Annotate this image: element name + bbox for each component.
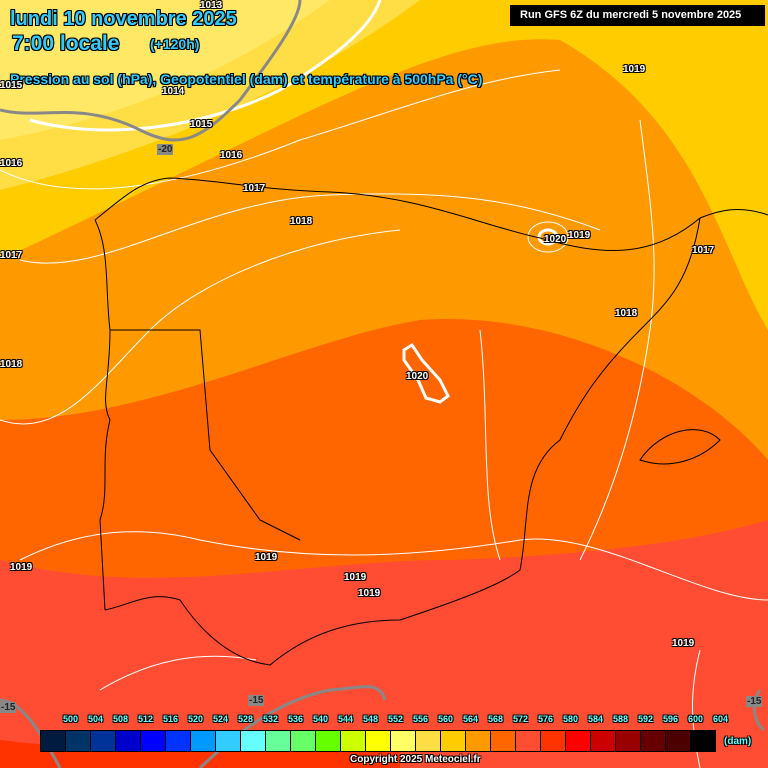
colorbar-tick-label: 504	[87, 714, 104, 724]
colorbar-unit: (dam)	[724, 736, 752, 747]
colorbar-tick-label: 500	[62, 714, 79, 724]
isobar-label: 1019	[358, 588, 381, 599]
colorbar-tick-label: 592	[637, 714, 654, 724]
isobar-label: 1020	[406, 371, 429, 382]
colorbar-tick-label: 540	[312, 714, 329, 724]
colorbar-swatch	[291, 731, 316, 751]
isobar-label: 1019	[344, 572, 367, 583]
forecast-date: lundi 10 novembre 2025	[10, 8, 237, 30]
colorbar-swatch	[391, 731, 416, 751]
isobar-label: 1014	[162, 86, 185, 97]
isobar-label: 1013	[200, 0, 223, 11]
colorbar-swatch	[616, 731, 641, 751]
colorbar-tick-label: 604	[712, 714, 729, 724]
colorbar-swatch	[66, 731, 91, 751]
colorbar-swatch	[666, 731, 691, 751]
colorbar-swatch	[241, 731, 266, 751]
colorbar-tick-label: 536	[287, 714, 304, 724]
colorbar-swatch	[316, 731, 341, 751]
colorbar-swatch	[491, 731, 516, 751]
colorbar-swatch	[366, 731, 391, 751]
colorbar-tick-label: 556	[412, 714, 429, 724]
isobar-label: 1019	[568, 230, 591, 241]
colorbar-swatch	[141, 731, 166, 751]
isobar-label: 1015	[0, 80, 23, 91]
isotherm-label: -15	[0, 702, 17, 713]
colorbar-swatch	[441, 731, 466, 751]
isobar-label: 1017	[692, 245, 715, 256]
colorbar-tick-label: 548	[362, 714, 379, 724]
isobar-label: 1020	[544, 234, 567, 245]
isobar-label: 1019	[623, 64, 646, 75]
forecast-time: 7:00 locale	[12, 32, 120, 55]
colorbar-tick-label: 564	[462, 714, 479, 724]
isobar-label: 1018	[0, 359, 23, 370]
colorbar-tick-label: 528	[237, 714, 254, 724]
colorbar-tick-label: 600	[687, 714, 704, 724]
colorbar-tick-label: 572	[512, 714, 529, 724]
colorbar-tick-label: 532	[262, 714, 279, 724]
colorbar	[40, 730, 716, 752]
colorbar-swatch	[41, 731, 66, 751]
isotherm-label: -15	[248, 695, 265, 706]
isobar-label: 1019	[10, 562, 33, 573]
isobar-label: 1018	[615, 308, 638, 319]
colorbar-tick-label: 524	[212, 714, 229, 724]
isobar-label: 1015	[190, 119, 213, 130]
colorbar-swatch	[91, 731, 116, 751]
isobar-label: 1016	[0, 158, 23, 169]
colorbar-tick-label: 516	[162, 714, 179, 724]
colorbar-tick-label: 552	[387, 714, 404, 724]
colorbar-swatch	[641, 731, 666, 751]
colorbar-swatch	[116, 731, 141, 751]
forecast-lead: (+120h)	[150, 36, 200, 52]
colorbar-swatch	[266, 731, 291, 751]
colorbar-tick-label: 544	[337, 714, 354, 724]
colorbar-swatch	[166, 731, 191, 751]
isotherm-label: -15	[746, 696, 763, 707]
colorbar-tick-label: 596	[662, 714, 679, 724]
colorbar-swatch	[216, 731, 241, 751]
isotherm-label: -20	[157, 144, 174, 155]
colorbar-tick-label: 580	[562, 714, 579, 724]
colorbar-swatch	[516, 731, 541, 751]
colorbar-tick-label: 520	[187, 714, 204, 724]
colorbar-tick-label: 576	[537, 714, 554, 724]
colorbar-tick-label: 588	[612, 714, 629, 724]
isobar-label: 1018	[290, 216, 313, 227]
colorbar-swatch	[341, 731, 366, 751]
isobar-label: 1016	[220, 150, 243, 161]
run-info: Run GFS 6Z du mercredi 5 novembre 2025	[510, 5, 765, 26]
map-subtitle: Pression au sol (hPa), Geopotentiel (dam…	[10, 71, 483, 87]
colorbar-tick-label: 568	[487, 714, 504, 724]
isobar-label: 1017	[243, 183, 266, 194]
colorbar-tick-label: 512	[137, 714, 154, 724]
colorbar-tick-label: 508	[112, 714, 129, 724]
colorbar-swatch	[691, 731, 715, 751]
colorbar-swatch	[541, 731, 566, 751]
colorbar-swatch	[466, 731, 491, 751]
copyright: Copyright 2025 Meteociel.fr	[350, 754, 481, 765]
colorbar-swatch	[416, 731, 441, 751]
isobar-label: 1019	[255, 552, 278, 563]
colorbar-tick-label: 560	[437, 714, 454, 724]
isobar-label: 1017	[0, 250, 23, 261]
colorbar-swatch	[191, 731, 216, 751]
isobar-label: 1019	[672, 638, 695, 649]
colorbar-swatch	[591, 731, 616, 751]
colorbar-tick-label: 584	[587, 714, 604, 724]
colorbar-swatch	[566, 731, 591, 751]
